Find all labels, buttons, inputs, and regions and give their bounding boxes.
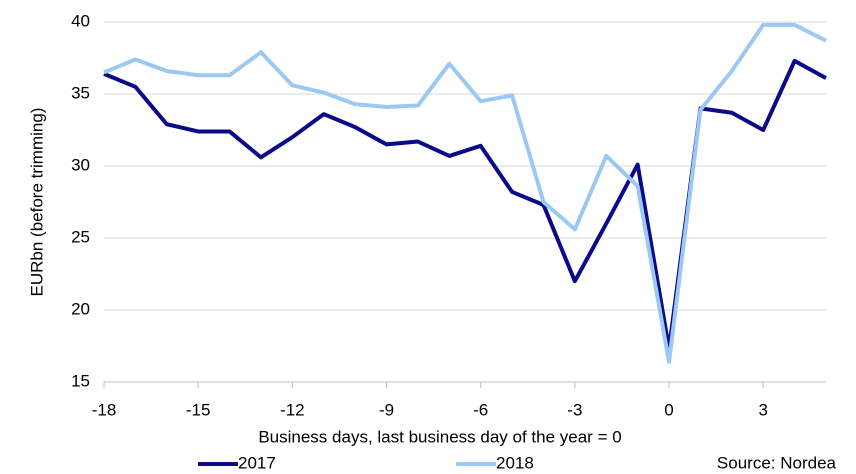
x-axis-label: Business days, last business day of the …: [258, 427, 621, 446]
y-tick-label: 15: [71, 371, 90, 390]
x-tick-label: 3: [758, 400, 767, 419]
x-tick-label: -9: [379, 400, 394, 419]
x-tick-label: -12: [280, 400, 305, 419]
y-axis-label: EURbn (before trimming): [27, 108, 46, 297]
x-tick-label: 0: [664, 400, 673, 419]
y-tick-label: 35: [71, 83, 90, 102]
source: Source: Nordea: [717, 453, 837, 472]
series-line: [103, 22, 827, 364]
y-tick-label: 40: [71, 11, 90, 30]
y-tick-label: 25: [71, 227, 90, 246]
y-tick-label: 20: [71, 299, 90, 318]
y-tick-label: 30: [71, 155, 90, 174]
x-tick-label: -3: [567, 400, 582, 419]
x-tick-label: -18: [92, 400, 117, 419]
legend-label: 2017: [238, 453, 276, 472]
series-line: [103, 58, 827, 351]
legend-label: 2018: [496, 453, 534, 472]
x-tick-label: -6: [473, 400, 488, 419]
x-tick-label: -15: [186, 400, 211, 419]
